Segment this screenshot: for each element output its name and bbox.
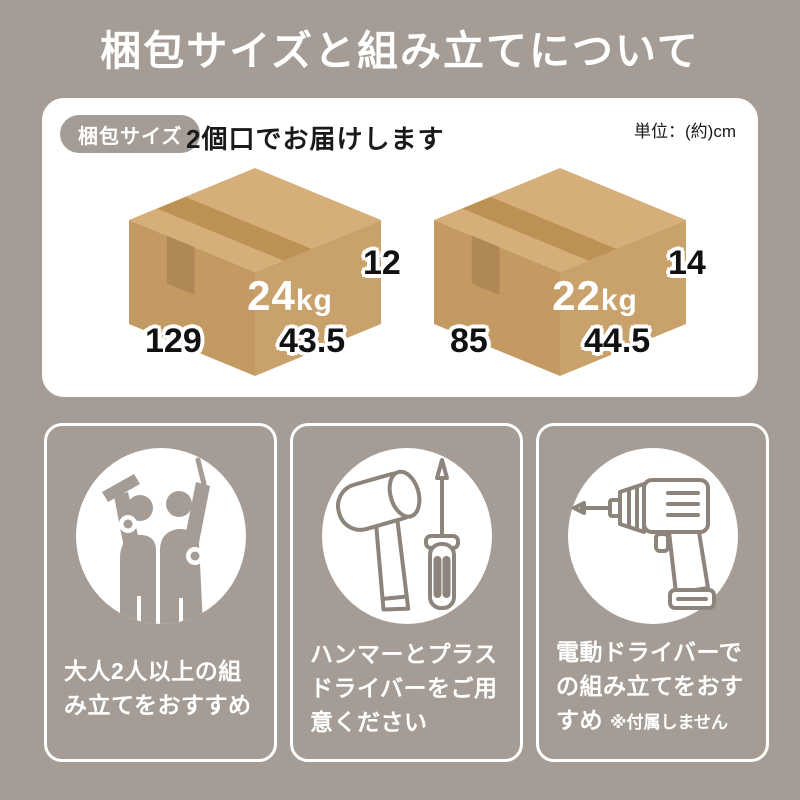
package-box-1: 24kg 12 129 43.5 — [95, 164, 425, 397]
unit-note: 単位：(約)cm — [634, 122, 736, 141]
info-card-tools: ハンマーとプラス ドライバーをご用 意ください — [290, 423, 523, 762]
box-weight-value: 22 — [552, 272, 601, 319]
packing-size-badge: 梱包サイズ — [60, 115, 201, 153]
box-weight-value: 24 — [247, 272, 296, 319]
box-height-label: 12 — [363, 244, 401, 282]
not-included-note: ※付属しません — [610, 713, 729, 732]
info-card-caption: 大人2人以上の組 み立てをおすすめ — [47, 624, 274, 759]
info-card-electric-driver: 電動ドライバーで の組み立てをおす すめ ※付属しません — [536, 423, 769, 762]
two-people-assembly-icon — [75, 448, 246, 624]
caption-line: ドライバーをご用 — [310, 674, 498, 701]
packing-size-card: 梱包サイズ 2個口でお届けします 単位：(約)cm 24kg 12 129 43… — [42, 98, 758, 397]
caption-line-part: すめ — [556, 707, 603, 733]
info-card-two-people: 大人2人以上の組 み立てをおすすめ — [44, 423, 277, 762]
delivery-count-text: 2個口でお届けします — [186, 124, 445, 154]
caption-line: の組み立てをおす — [556, 673, 744, 699]
info-card-caption: ハンマーとプラス ドライバーをご用 意ください — [293, 624, 520, 759]
caption-line: ハンマーとプラス — [310, 640, 498, 667]
box-height-label: 14 — [668, 244, 706, 282]
box-weight-label: 24kg — [215, 272, 365, 320]
caption-line: 意ください — [310, 708, 428, 735]
box-width-label: 85 — [450, 322, 488, 360]
cardboard-box-icon — [129, 168, 381, 376]
caption-line: 電動ドライバーで — [556, 639, 743, 665]
hammer-screwdriver-icon — [321, 448, 492, 624]
box-weight-unit: kg — [295, 284, 333, 317]
info-card-caption: 電動ドライバーで の組み立てをおす すめ ※付属しません — [539, 624, 766, 759]
box-depth-label: 44.5 — [584, 322, 651, 360]
page-title: 梱包サイズと組み立てについて — [100, 28, 700, 74]
caption-line: すめ ※付属しません — [556, 703, 744, 740]
caption-line: 大人2人以上の組 — [64, 657, 242, 684]
box-width-label: 129 — [145, 322, 202, 360]
caption-line: み立てをおすすめ — [64, 691, 252, 718]
box-weight-label: 22kg — [520, 272, 670, 320]
electric-driver-icon — [567, 448, 738, 624]
box-depth-label: 43.5 — [279, 322, 346, 360]
cardboard-box-icon — [434, 168, 686, 376]
package-box-2: 22kg 14 85 44.5 — [400, 164, 730, 397]
box-weight-unit: kg — [600, 284, 638, 317]
